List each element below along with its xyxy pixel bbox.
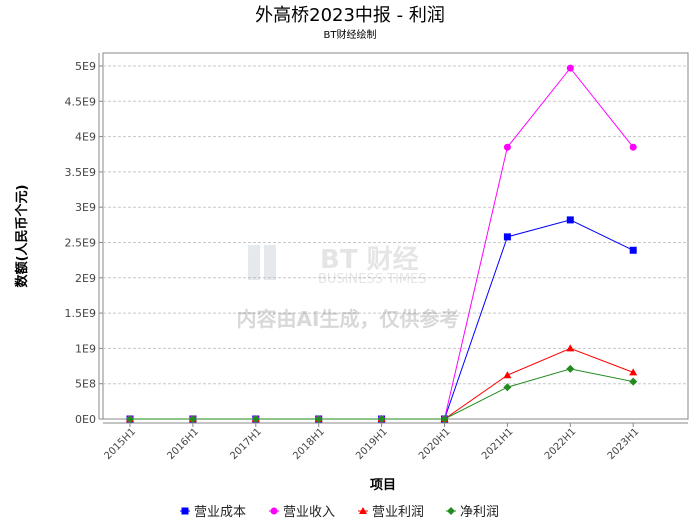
data-point xyxy=(126,415,134,423)
legend-label: 营业利润 xyxy=(372,505,424,520)
data-point xyxy=(314,415,323,423)
legend-label: 净利润 xyxy=(460,505,499,520)
y-tick-label: 5E8 xyxy=(75,378,96,391)
svg-text:BUSINESS TIMES: BUSINESS TIMES xyxy=(318,272,427,287)
y-tick-label: 4E9 xyxy=(75,131,96,144)
y-tick-label: 1.5E9 xyxy=(65,307,96,320)
data-point xyxy=(251,415,260,423)
y-tick-label: 3.5E9 xyxy=(65,166,96,179)
x-tick-label: 2015H1 xyxy=(103,426,139,462)
data-point xyxy=(188,415,197,423)
data-point xyxy=(503,143,511,151)
legend-label: 营业成本 xyxy=(194,505,246,520)
y-tick-label: 0E0 xyxy=(75,413,96,426)
y-tick-label: 1E9 xyxy=(75,342,96,355)
x-tick-label: 2023H1 xyxy=(606,426,642,462)
y-tick-label: 3E9 xyxy=(75,201,96,214)
x-tick-label: 2016H1 xyxy=(165,426,201,462)
data-point xyxy=(629,246,637,254)
data-point xyxy=(503,233,511,241)
data-point xyxy=(629,377,638,386)
data-point xyxy=(440,415,449,423)
y-tick-label: 5E9 xyxy=(75,60,96,73)
data-point xyxy=(566,364,575,373)
data-point xyxy=(629,368,638,376)
svg-text:BT 财经: BT 财经 xyxy=(320,244,419,275)
y-axis-label: 数额(人民币个元) xyxy=(14,185,30,288)
chart-subtitle: BT财经绘制 xyxy=(324,28,377,41)
x-tick-label: 2020H1 xyxy=(417,426,453,462)
x-axis-label: 项目 xyxy=(370,478,396,493)
y-tick-label: 2E9 xyxy=(75,272,96,285)
x-tick-label: 2019H1 xyxy=(354,426,390,462)
data-point xyxy=(503,383,512,392)
legend-marker xyxy=(181,507,189,515)
watermark: BT 财经 BUSINESS TIMES 内容由AI生成，仅供参考 xyxy=(237,244,460,331)
legend-label: 营业收入 xyxy=(283,505,335,520)
svg-text:内容由AI生成，仅供参考: 内容由AI生成，仅供参考 xyxy=(237,307,460,331)
x-tick-label: 2018H1 xyxy=(291,426,327,462)
data-point xyxy=(566,216,574,224)
x-tick-label: 2021H1 xyxy=(480,426,516,462)
x-tick-label: 2017H1 xyxy=(228,426,264,462)
data-point xyxy=(566,344,575,352)
plot-area xyxy=(102,52,689,420)
y-tick-label: 2.5E9 xyxy=(65,237,96,250)
data-point xyxy=(503,371,512,379)
legend-marker xyxy=(270,507,278,515)
data-point xyxy=(566,64,574,72)
x-tick-label: 2022H1 xyxy=(543,426,579,462)
chart-title: 外高桥2023中报 - 利润 xyxy=(255,5,445,26)
data-point xyxy=(377,415,386,423)
legend-marker xyxy=(447,507,455,515)
legend-marker xyxy=(359,507,367,514)
y-tick-label: 4.5E9 xyxy=(65,95,96,108)
data-point xyxy=(629,143,637,151)
